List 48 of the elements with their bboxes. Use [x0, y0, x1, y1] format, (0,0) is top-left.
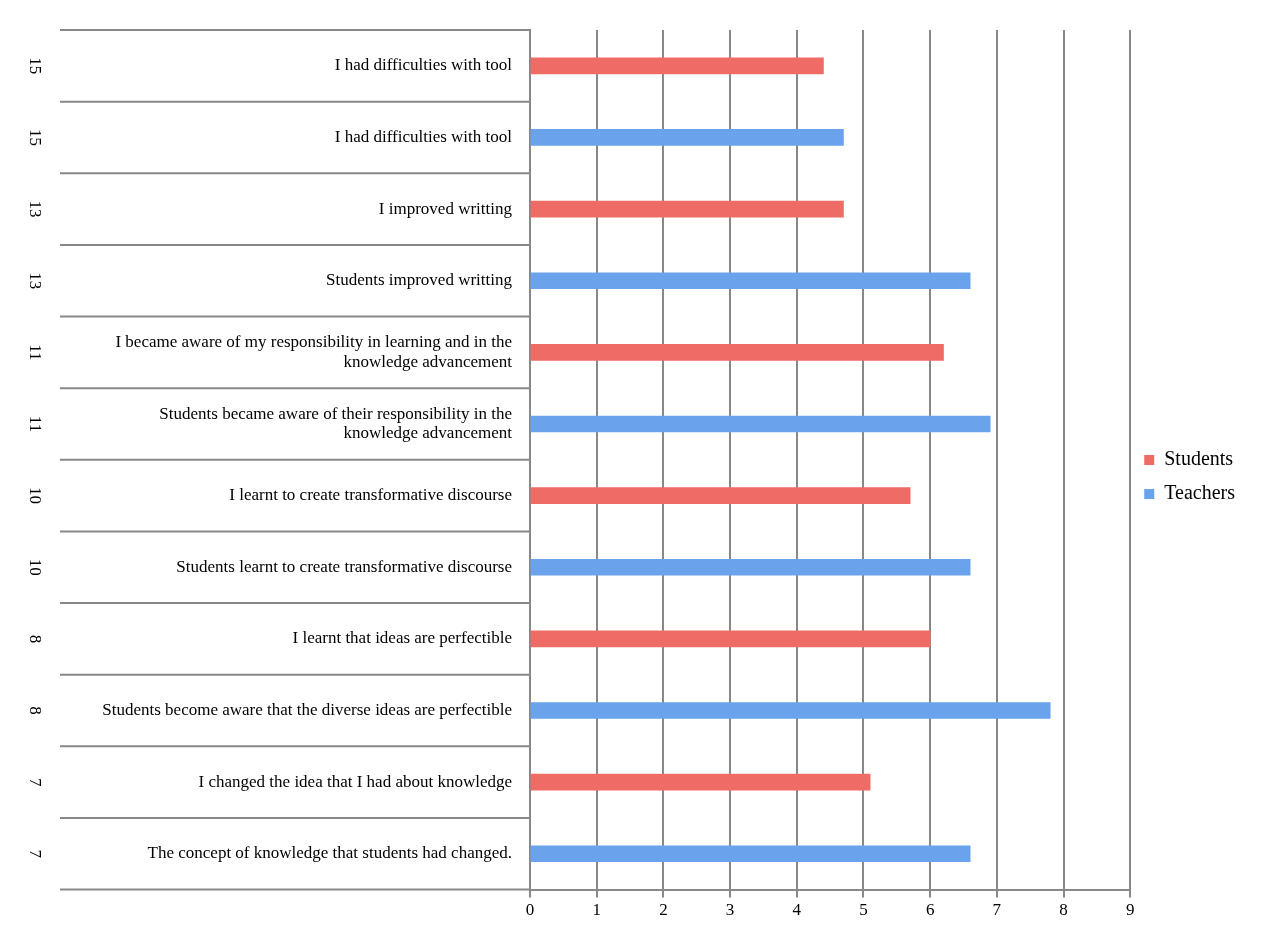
- y-tick-label: Students become aware that the diverse ideas are perfectible: [102, 699, 512, 719]
- text: 10: [25, 558, 45, 576]
- x-tick-label: 0: [525, 900, 535, 920]
- text: 7: [25, 777, 45, 787]
- text: 15: [25, 128, 45, 146]
- legend-label: Students: [1164, 447, 1234, 470]
- bar: [530, 773, 871, 791]
- text: 11: [25, 415, 45, 433]
- y-tick-label: I learnt to create transformative discourse: [229, 485, 512, 505]
- x-tick-label: 4: [792, 900, 802, 920]
- y-tick-label: I changed the idea that I had about knowledge: [198, 771, 512, 791]
- y-tick-label: Students learnt to create transformative discourse: [176, 556, 512, 576]
- y-tick-label: Students improved writting: [325, 270, 513, 290]
- x-tick-label: 9: [1125, 900, 1135, 920]
- x-tick-label: 1: [592, 900, 601, 920]
- text: 11: [25, 344, 45, 361]
- text: 8: [25, 634, 45, 644]
- y-tick-label: I learnt that ideas are perfectible: [292, 628, 512, 648]
- x-tick-label: 6: [925, 900, 935, 920]
- bar: [530, 200, 844, 218]
- bar: [530, 487, 911, 504]
- bar: [530, 558, 971, 576]
- text: 10: [25, 487, 45, 505]
- x-tick-label: 7: [992, 900, 1002, 920]
- y-tick-label: I had difficulties with tool: [334, 126, 513, 146]
- bar: [530, 845, 971, 863]
- text: 7: [25, 849, 45, 859]
- text: 13: [25, 272, 45, 290]
- legend-label: Teachers: [1164, 481, 1236, 504]
- text: 15: [25, 57, 45, 75]
- bar: [530, 702, 1051, 719]
- bar: [530, 57, 824, 75]
- y-tick-label: Students became aware of their responsibility in the knowledge advancement: [159, 403, 513, 443]
- y-tick-label: I improved writting: [378, 198, 513, 218]
- x-tick-label: 5: [859, 900, 868, 920]
- bar: [530, 272, 971, 290]
- text: 13: [25, 200, 45, 218]
- x-tick-label: 2: [659, 900, 668, 920]
- bar: [530, 415, 991, 433]
- bar: [530, 344, 944, 361]
- y-tick-label: The concept of knowledge that students had changed.: [147, 843, 512, 863]
- bar: [530, 129, 844, 146]
- y-tick-label: I became aware of my responsibility in learning and in the knowledge advancement: [115, 332, 513, 371]
- x-tick-label: 8: [1059, 900, 1068, 920]
- x-tick-label: 3: [725, 900, 735, 920]
- y-tick-label: I had difficulties with tool: [334, 55, 513, 75]
- text: 8: [25, 706, 45, 715]
- bar: [530, 630, 931, 648]
